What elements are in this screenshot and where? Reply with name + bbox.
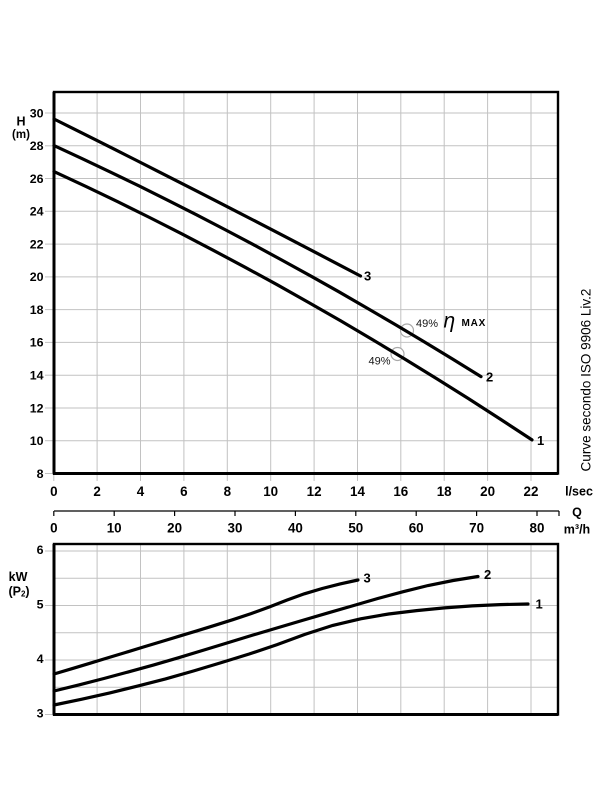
svg-text:3: 3 bbox=[37, 706, 44, 720]
svg-text:2: 2 bbox=[93, 484, 100, 499]
svg-text:49%: 49% bbox=[369, 356, 391, 368]
svg-text:4: 4 bbox=[137, 484, 145, 499]
svg-text:2: 2 bbox=[484, 567, 491, 582]
svg-text:20: 20 bbox=[167, 521, 182, 536]
svg-text:30: 30 bbox=[228, 521, 243, 536]
svg-text:18: 18 bbox=[30, 303, 44, 317]
svg-text:22: 22 bbox=[30, 237, 44, 251]
svg-text:30: 30 bbox=[30, 106, 44, 120]
svg-text:6: 6 bbox=[37, 543, 44, 557]
svg-text:20: 20 bbox=[480, 484, 495, 499]
svg-text:18: 18 bbox=[437, 484, 452, 499]
svg-text:10: 10 bbox=[30, 434, 44, 448]
svg-text:14: 14 bbox=[350, 484, 365, 499]
svg-text:0: 0 bbox=[50, 484, 57, 499]
svg-text:49%: 49% bbox=[416, 318, 438, 330]
svg-text:l/sec: l/sec bbox=[565, 485, 593, 499]
svg-text:(m): (m) bbox=[12, 129, 30, 141]
svg-text:28: 28 bbox=[30, 139, 44, 153]
svg-text:10: 10 bbox=[107, 521, 122, 536]
svg-text:22: 22 bbox=[524, 484, 539, 499]
svg-text:3: 3 bbox=[364, 571, 371, 586]
svg-text:Q: Q bbox=[572, 506, 582, 520]
svg-text:kW: kW bbox=[9, 570, 28, 584]
svg-text:12: 12 bbox=[307, 484, 322, 499]
svg-text:24: 24 bbox=[30, 205, 44, 219]
svg-text:14: 14 bbox=[30, 369, 44, 383]
svg-text:2: 2 bbox=[486, 370, 493, 385]
svg-text:1: 1 bbox=[537, 433, 544, 448]
svg-text:0: 0 bbox=[50, 521, 57, 536]
svg-text:70: 70 bbox=[469, 521, 484, 536]
svg-text:12: 12 bbox=[30, 401, 44, 415]
svg-text:Curve secondo ISO 9906 Liv.2: Curve secondo ISO 9906 Liv.2 bbox=[579, 289, 594, 472]
svg-text:(P2): (P2) bbox=[8, 585, 29, 599]
svg-text:5: 5 bbox=[37, 597, 44, 611]
svg-text:8: 8 bbox=[224, 484, 232, 499]
svg-text:16: 16 bbox=[393, 484, 408, 499]
svg-text:50: 50 bbox=[348, 521, 363, 536]
svg-text:26: 26 bbox=[30, 172, 44, 186]
svg-text:1: 1 bbox=[536, 597, 543, 612]
svg-text:6: 6 bbox=[180, 484, 187, 499]
svg-text:8: 8 bbox=[37, 467, 44, 481]
svg-text:3: 3 bbox=[364, 269, 371, 284]
svg-text:40: 40 bbox=[288, 521, 303, 536]
svg-text:MAX: MAX bbox=[462, 318, 487, 329]
svg-text:80: 80 bbox=[530, 521, 545, 536]
svg-text:4: 4 bbox=[37, 652, 44, 666]
svg-text:20: 20 bbox=[30, 270, 44, 284]
svg-text:10: 10 bbox=[263, 484, 278, 499]
svg-text:m³/h: m³/h bbox=[564, 523, 590, 537]
svg-text:H: H bbox=[16, 115, 25, 129]
svg-text:60: 60 bbox=[409, 521, 424, 536]
svg-text:16: 16 bbox=[30, 336, 44, 350]
svg-text:η: η bbox=[444, 310, 456, 333]
